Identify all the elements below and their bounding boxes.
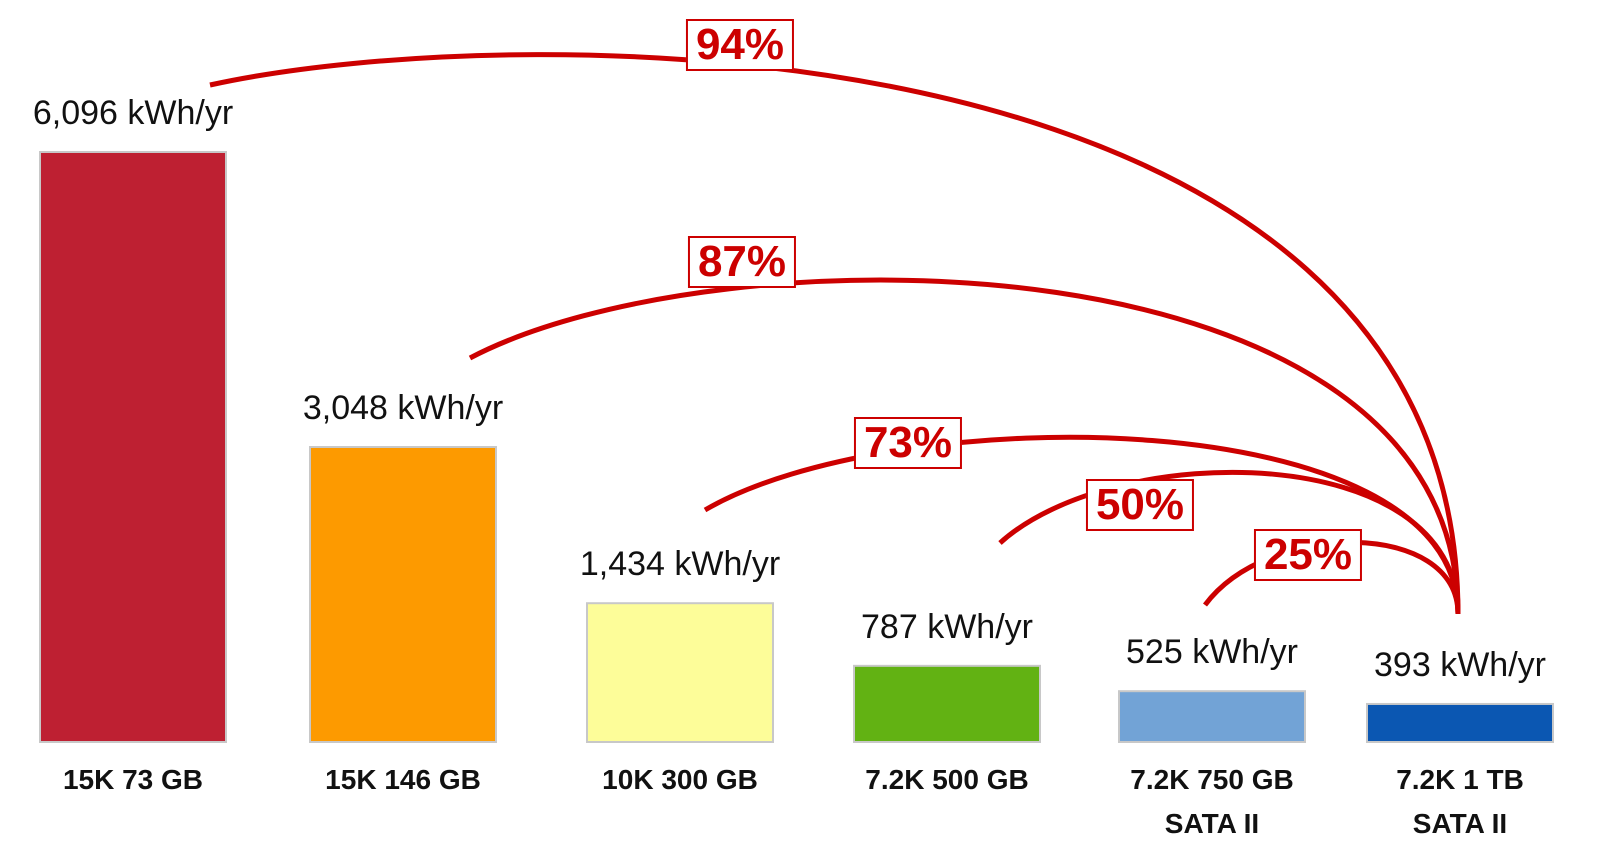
value-label: 787 kWh/yr (861, 607, 1033, 646)
savings-label: 73% (853, 417, 963, 469)
savings-label: 50% (1085, 479, 1195, 531)
bar (309, 446, 497, 743)
savings-label: 25% (1253, 529, 1363, 581)
savings-arc (468, 277, 1461, 615)
bar (853, 664, 1041, 743)
category-label: 7.2K 500 GB (865, 764, 1029, 795)
category-label: 15K 146 GB (325, 764, 481, 795)
bar (586, 602, 774, 743)
savings-label: 94% (685, 19, 795, 71)
category-label: 7.2K 750 GB SATA II (1130, 764, 1294, 839)
category-label: 7.2K 1 TB SATA II (1396, 764, 1524, 839)
category-label: 10K 300 GB (602, 764, 758, 795)
value-label: 393 kWh/yr (1374, 645, 1546, 684)
value-label: 1,434 kWh/yr (579, 545, 781, 584)
bar (1366, 702, 1554, 743)
bar (1118, 690, 1306, 743)
value-label: 525 kWh/yr (1126, 633, 1298, 672)
savings-arc (998, 469, 1461, 615)
value-label: 3,048 kWh/yr (302, 389, 504, 427)
value-label: 6,096 kWh/yr (32, 94, 234, 132)
category-label: 15K 73 GB (62, 764, 204, 795)
savings-arc (209, 52, 1461, 615)
savings-label: 87% (687, 236, 797, 288)
bar (39, 151, 227, 743)
savings-arc (703, 434, 1461, 615)
